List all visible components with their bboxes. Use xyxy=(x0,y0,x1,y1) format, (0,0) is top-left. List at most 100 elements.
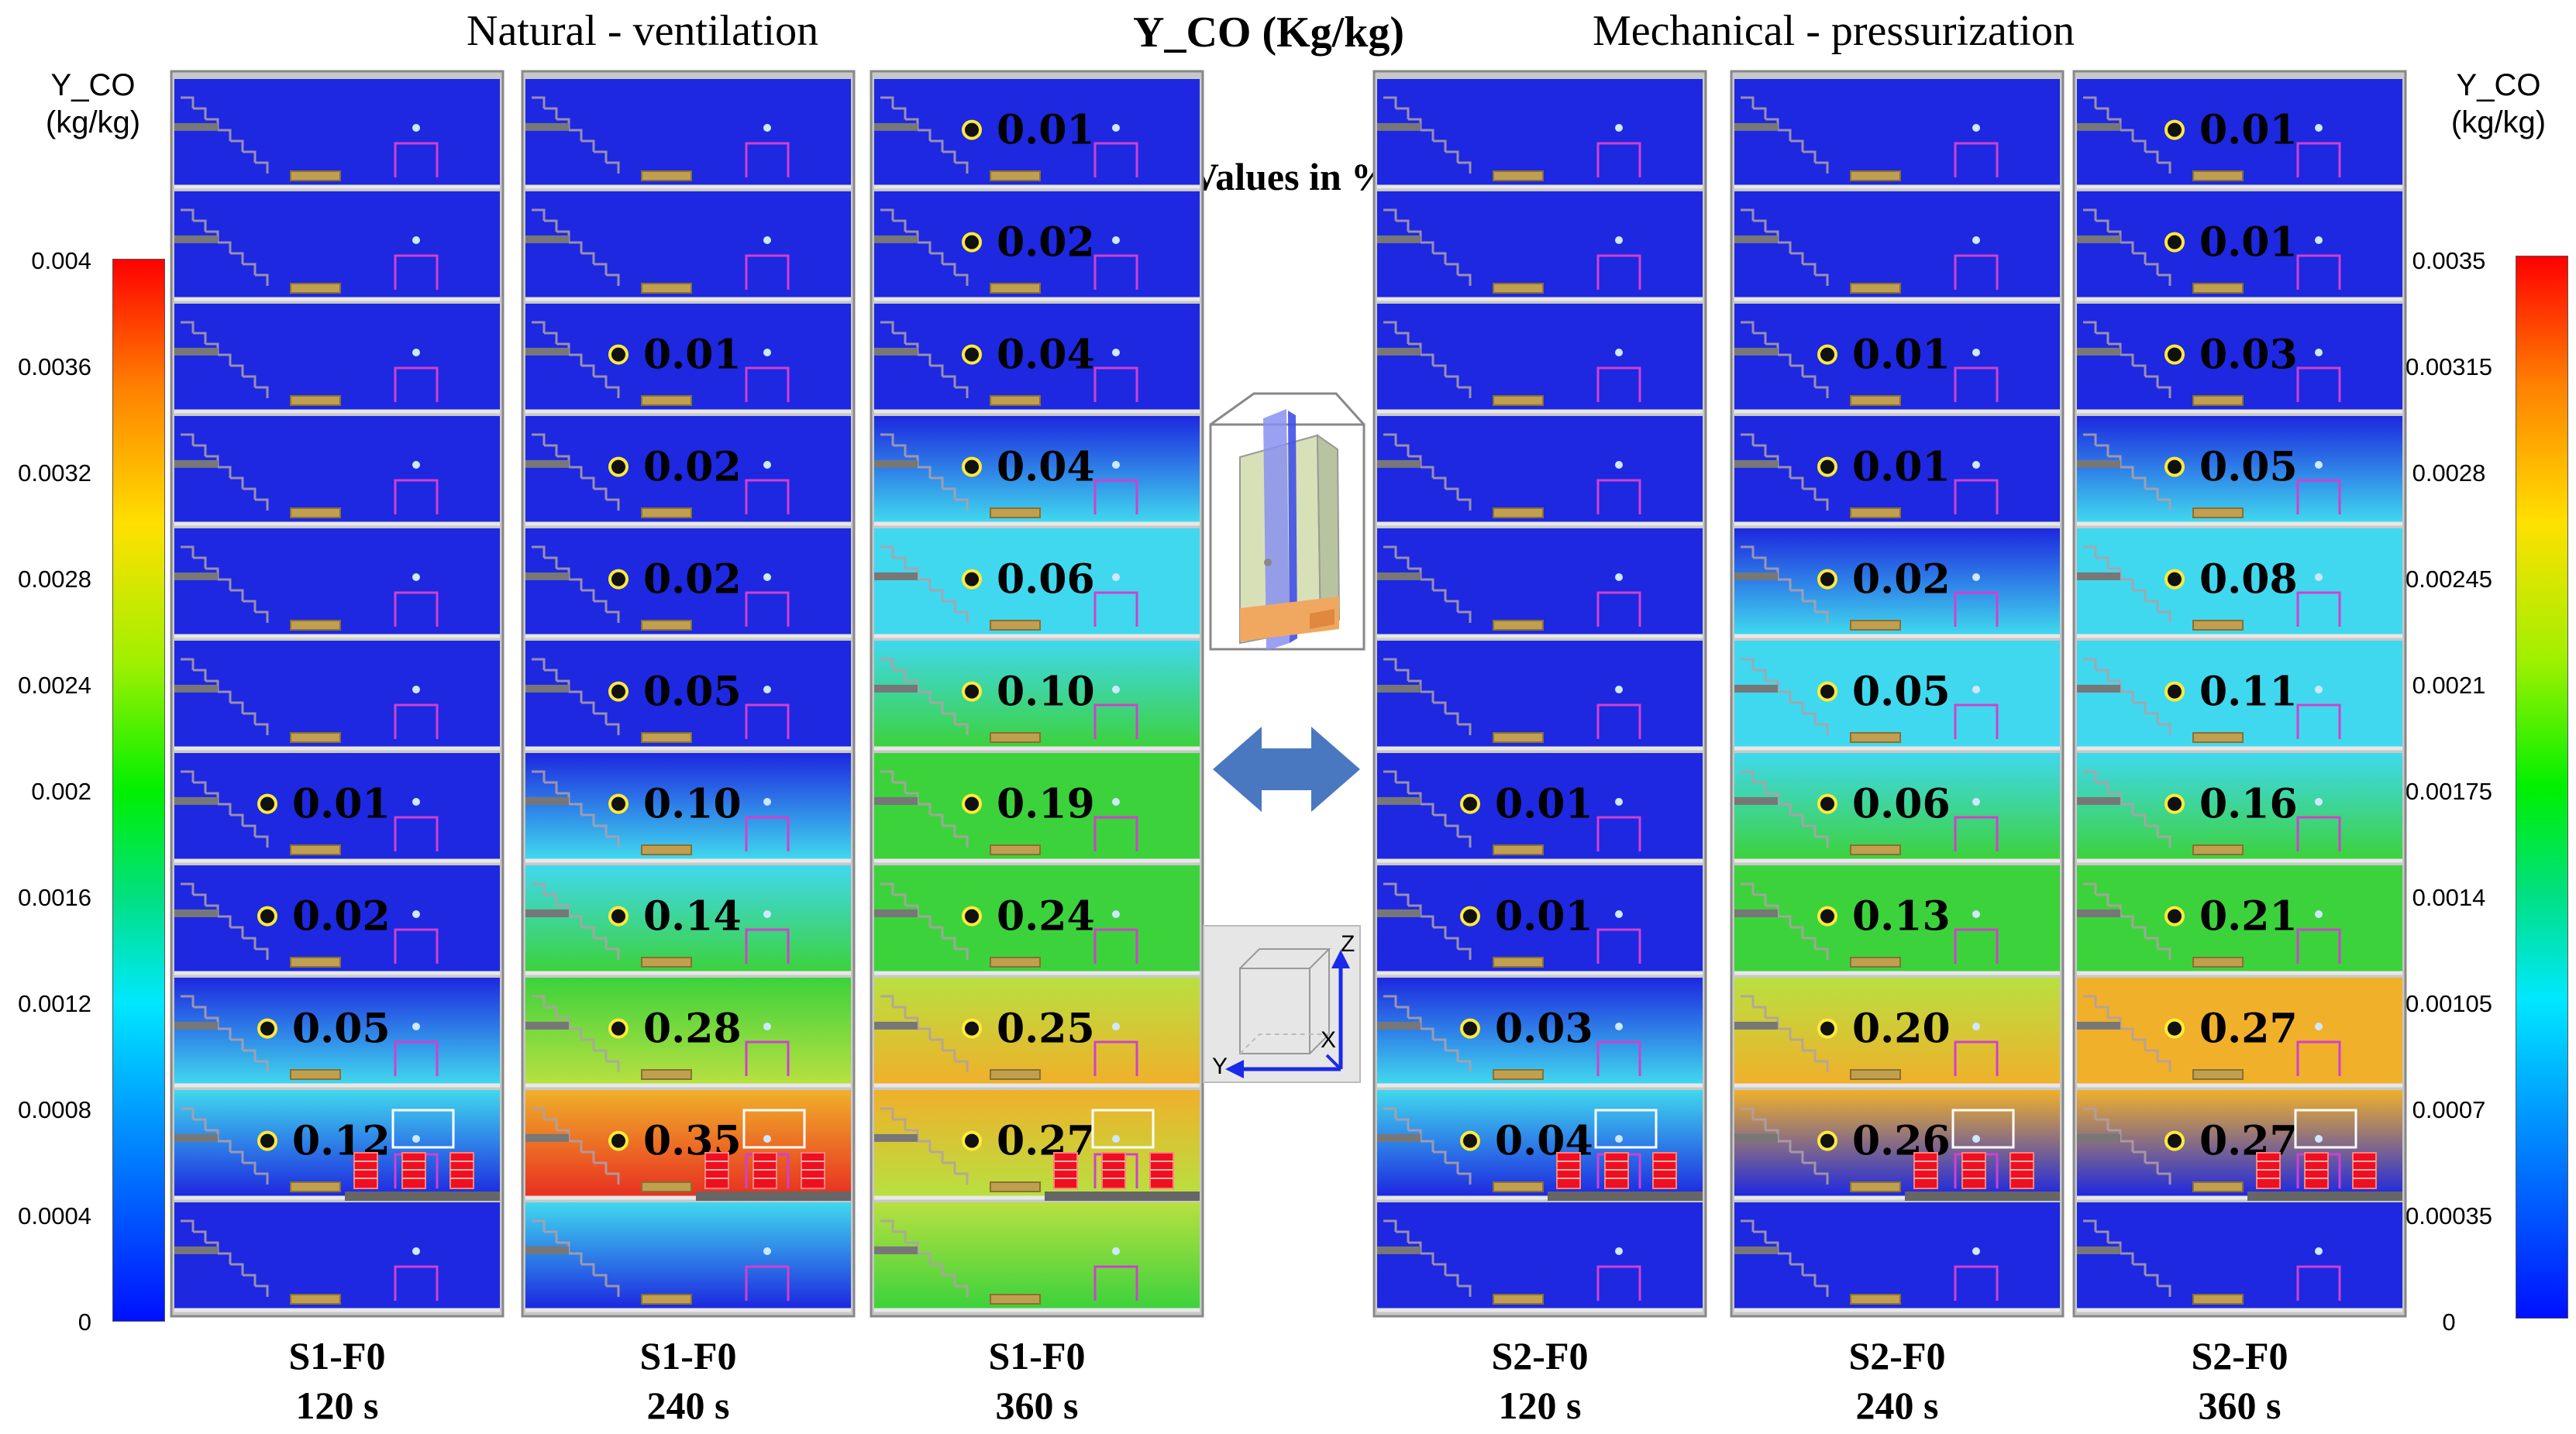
floor-3-field xyxy=(1377,304,1703,410)
floor-9-field xyxy=(525,978,851,1084)
measurement-point xyxy=(1817,1018,1837,1039)
scalebar-right-gradient xyxy=(2516,256,2568,1319)
measurement-point xyxy=(962,456,982,477)
floor-9-field xyxy=(1734,978,2060,1084)
scalebar-right-title: Y_CO (kg/kg) xyxy=(2450,68,2547,139)
floor-11-field xyxy=(174,1202,500,1308)
panel-1-caption: S1-F0 120 s xyxy=(174,1331,500,1430)
floor-3-field xyxy=(2077,304,2402,410)
values-in-percent-note: Values in % xyxy=(1190,155,1390,198)
floor-7-field xyxy=(525,753,851,859)
time-label: 240 s xyxy=(1855,1384,1939,1427)
measurement-point xyxy=(2164,456,2185,477)
measurement-point xyxy=(2164,681,2185,702)
floor-1-value: 0.01 xyxy=(997,107,1095,154)
measurement-point xyxy=(1817,569,1837,590)
floor-2-field xyxy=(2077,191,2402,297)
floor-10-field xyxy=(874,1090,1200,1196)
scenario-label: S1-F0 xyxy=(988,1334,1086,1377)
floor-4-field xyxy=(1377,416,1703,522)
floor-8-value: 0.14 xyxy=(643,893,742,941)
floor-1-field xyxy=(1734,79,2060,185)
floor-5-value: 0.06 xyxy=(997,556,1095,604)
measurement-point xyxy=(2164,793,2185,814)
measurement-point xyxy=(608,681,629,702)
floor-6-field xyxy=(174,641,500,747)
scalebar-left-tick-4: 0.0024 xyxy=(18,672,91,699)
measurement-point xyxy=(962,119,982,140)
scalebar-right-tick-8: 0.0007 xyxy=(2412,1096,2486,1123)
measurement-point xyxy=(1817,456,1837,477)
floor-5-field xyxy=(874,528,1200,634)
scalebar-left-tick-8: 0.0008 xyxy=(18,1096,91,1123)
floor-9-value: 0.20 xyxy=(1852,1006,1951,1053)
panel-3-caption: S1-F0 360 s xyxy=(874,1331,1200,1430)
floor-11-field xyxy=(2077,1202,2402,1308)
measurement-point xyxy=(1817,1130,1837,1151)
floor-9-value: 0.27 xyxy=(2199,1006,2298,1053)
yco-main-title: Y_CO (Kg/kg) xyxy=(1133,9,1404,57)
floor-6-value: 0.10 xyxy=(997,669,1095,716)
floor-8-field xyxy=(1734,865,2060,971)
scalebar-right-tick-9: 0.00035 xyxy=(2405,1202,2493,1229)
floor-5-field xyxy=(525,528,851,634)
scenario-label: S2-F0 xyxy=(1848,1334,1946,1377)
floor-2-value: 0.01 xyxy=(2199,219,2298,267)
panel-5: 0.010.010.020.050.060.130.200.26 xyxy=(1730,70,2065,1318)
scalebar-right-tick-10: 0 xyxy=(2442,1308,2456,1336)
floor-10-field xyxy=(1734,1090,2060,1196)
floor-5-field xyxy=(2077,528,2402,634)
measurement-point xyxy=(962,344,982,365)
measurement-point xyxy=(962,1018,982,1039)
measurement-point xyxy=(608,569,629,590)
scenario-label: S1-F0 xyxy=(639,1334,737,1377)
floor-9-value: 0.28 xyxy=(643,1006,742,1053)
floor-6-value: 0.05 xyxy=(643,669,742,716)
measurement-point xyxy=(608,906,629,927)
floor-7-value: 0.16 xyxy=(2199,781,2298,828)
scalebar-left-tick-0: 0.004 xyxy=(31,247,91,274)
measurement-point xyxy=(257,1130,277,1151)
measurement-point xyxy=(2164,119,2185,140)
floor-11-field xyxy=(1734,1202,2060,1308)
floor-8-value: 0.01 xyxy=(1495,893,1593,941)
floor-7-value: 0.01 xyxy=(1495,781,1593,828)
floor-7-field xyxy=(174,753,500,859)
floor-5-field xyxy=(174,528,500,634)
floor-6-field xyxy=(1377,641,1703,747)
measurement-point xyxy=(1817,344,1837,365)
scalebar-right-tick-1: 0.00315 xyxy=(2405,353,2493,380)
floor-1-field xyxy=(2077,79,2402,185)
floor-6-field xyxy=(874,641,1200,747)
floor-4-value: 0.02 xyxy=(643,444,742,491)
floor-8-value: 0.24 xyxy=(997,893,1095,941)
measurement-point xyxy=(2164,906,2185,927)
floor-9-value: 0.05 xyxy=(292,1006,391,1053)
floor-2-field xyxy=(1377,191,1703,297)
measurement-point xyxy=(962,1130,982,1151)
panel-2: 0.010.020.020.050.100.140.280.35 xyxy=(521,70,856,1318)
measurement-point xyxy=(962,793,982,814)
panel-2-caption: S1-F0 240 s xyxy=(525,1331,851,1430)
scalebar-left-tick-1: 0.0036 xyxy=(18,353,91,380)
scalebar-left-title: Y_CO (kg/kg) xyxy=(45,68,141,139)
scalebar-right-tick-2: 0.0028 xyxy=(2412,459,2486,487)
measurement-point xyxy=(257,906,277,927)
scalebar-left-tick-10: 0 xyxy=(77,1308,91,1336)
floor-4-value: 0.04 xyxy=(997,444,1095,491)
floor-1-field xyxy=(1377,79,1703,185)
floor-3-field xyxy=(1734,304,2060,410)
floor-1-field xyxy=(525,79,851,185)
floor-4-field xyxy=(174,416,500,522)
time-label: 120 s xyxy=(295,1384,379,1427)
panel-6: 0.01 0.01 0.03 0.05 0.08 0.11 0.16 0.21 0.27 0.27 xyxy=(2072,70,2407,1318)
floor-5-field xyxy=(1734,528,2060,634)
floor-8-field xyxy=(525,865,851,971)
axis-y-label: Y xyxy=(1212,1054,1228,1079)
time-label: 360 s xyxy=(2198,1384,2282,1427)
measurement-point xyxy=(608,1130,629,1151)
measurement-point xyxy=(1817,681,1837,702)
floor-11-field xyxy=(1377,1202,1703,1308)
measurement-point xyxy=(2164,344,2185,365)
